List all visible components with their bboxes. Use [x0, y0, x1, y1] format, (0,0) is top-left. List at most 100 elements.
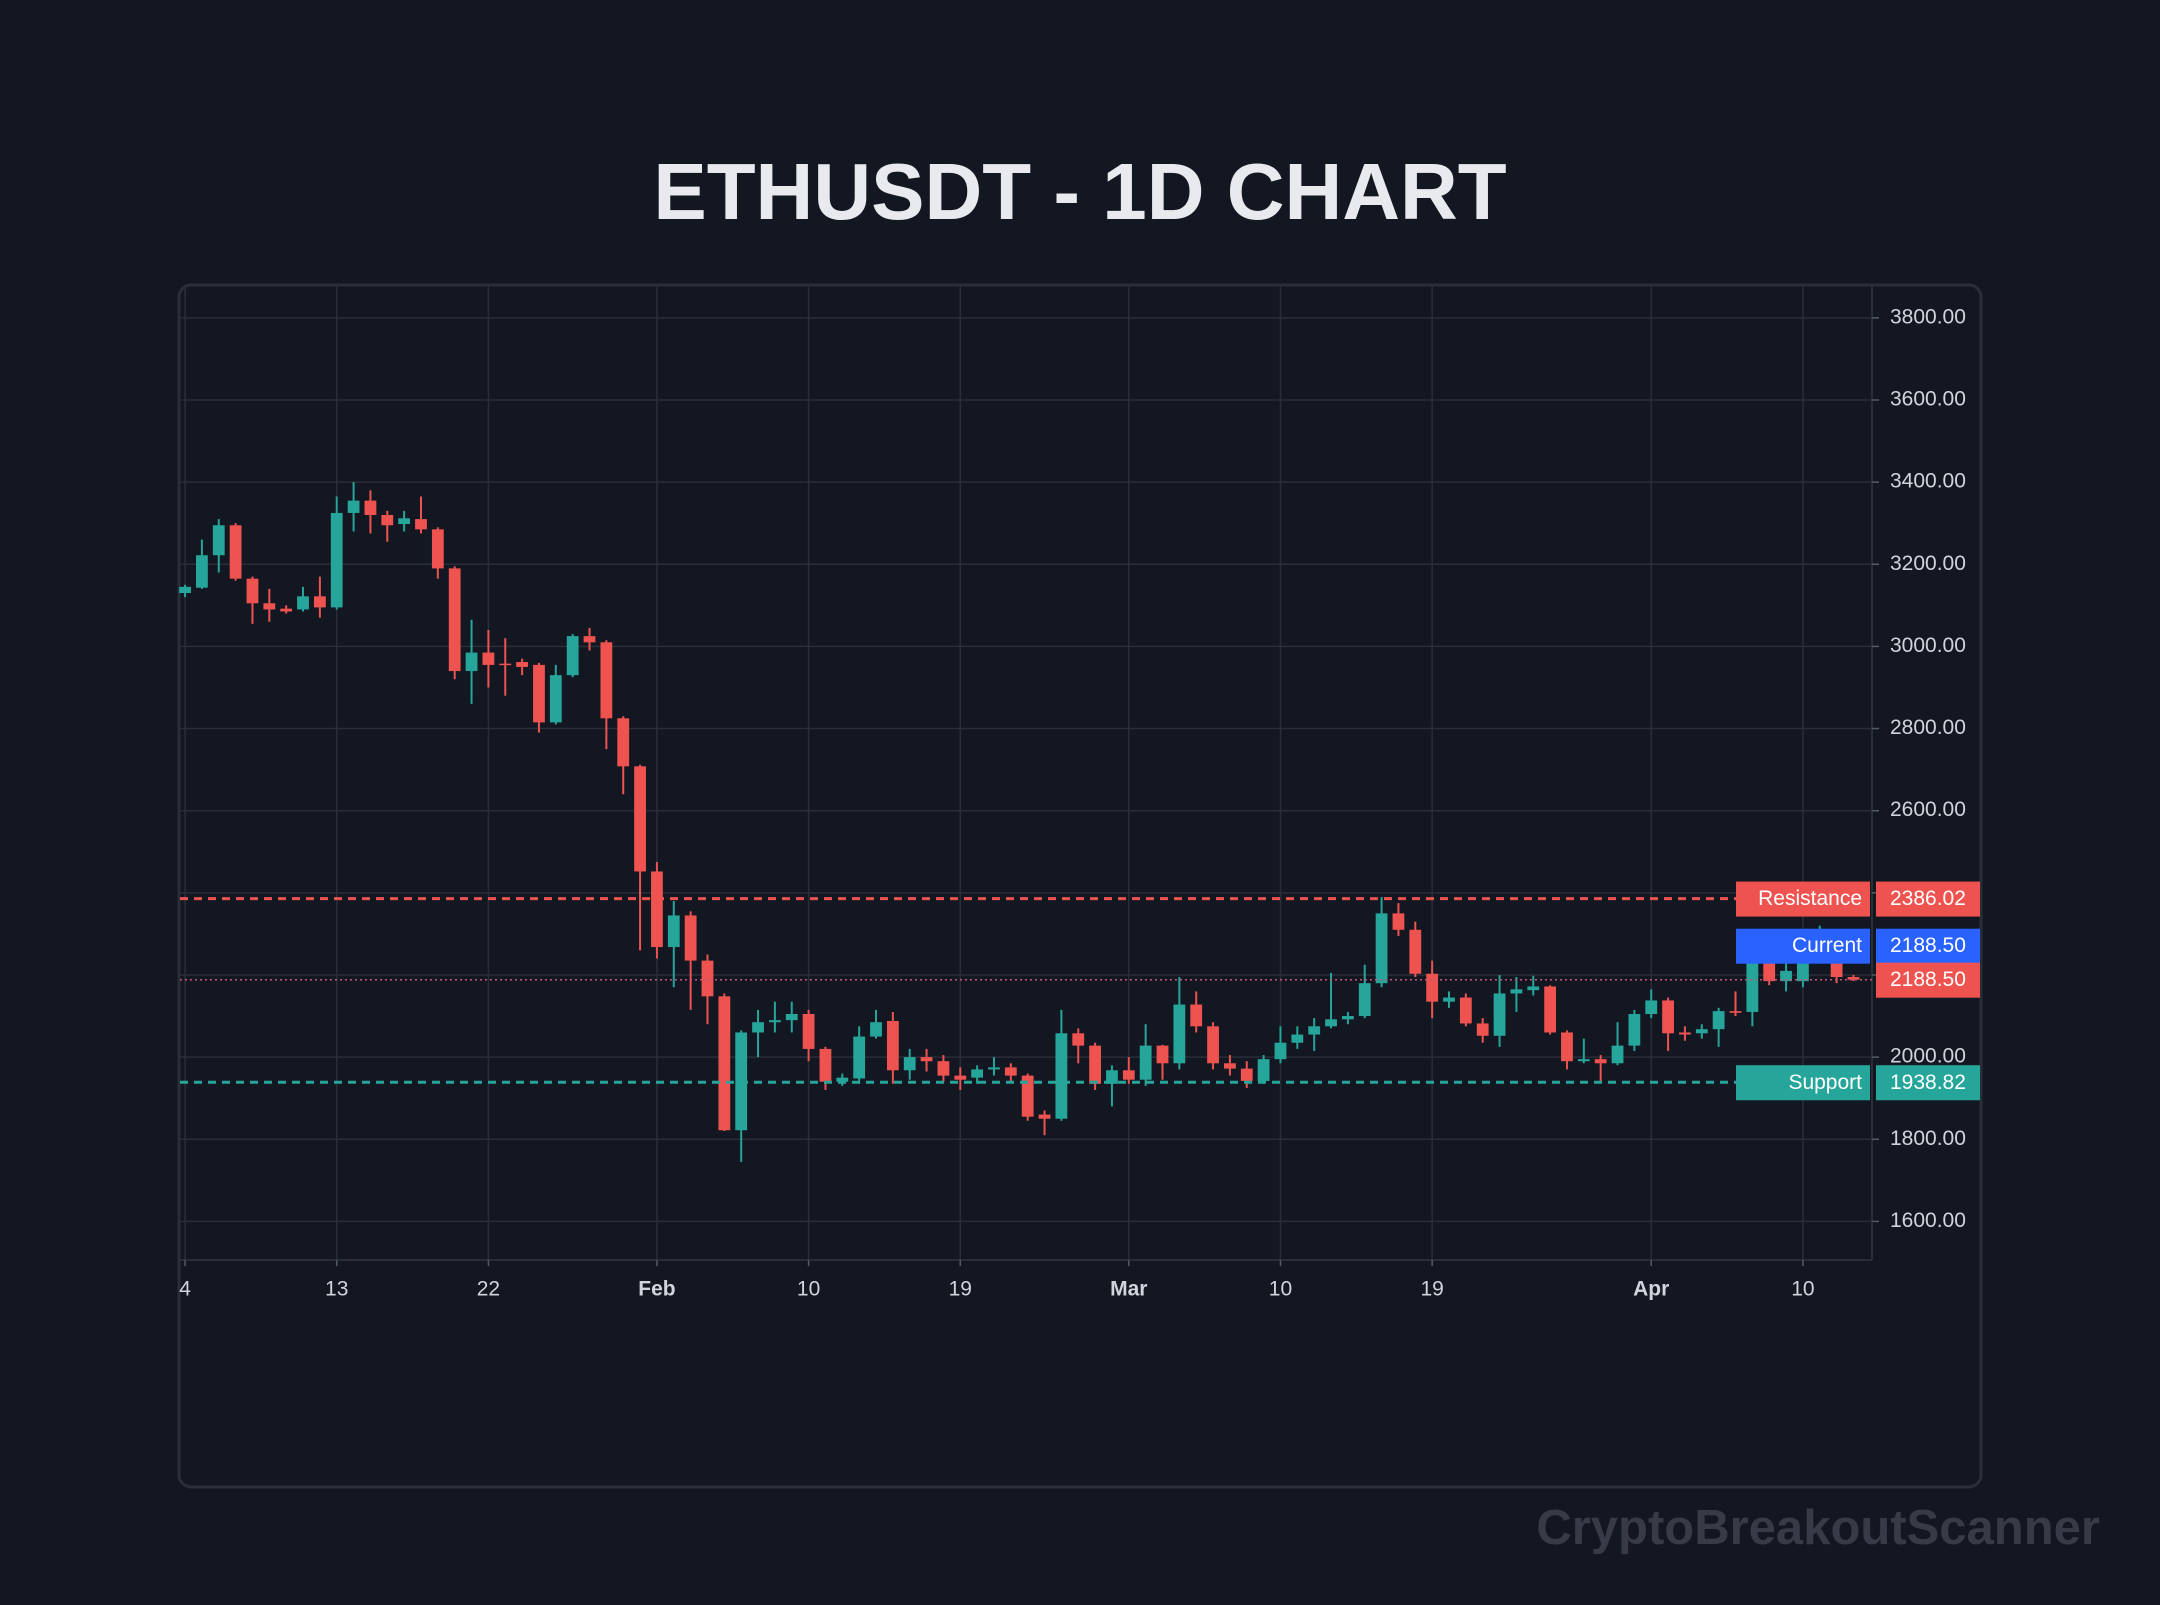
watermark: CryptoBreakoutScanner	[1536, 1501, 2100, 1555]
candle-body	[482, 652, 495, 665]
candle-body	[1729, 1011, 1742, 1013]
candle-body	[684, 915, 697, 961]
candle-body	[617, 718, 630, 767]
candle-body	[516, 662, 529, 667]
x-tick-label: 22	[477, 1278, 500, 1301]
level-name: Support	[1788, 1071, 1862, 1094]
candle-body	[1847, 977, 1860, 980]
candle-body	[1240, 1068, 1253, 1081]
level-value-box	[1876, 928, 1980, 964]
candle-body	[1746, 960, 1759, 1012]
candle-body	[1106, 1070, 1118, 1084]
candle-body	[398, 518, 411, 525]
candle-body	[1594, 1059, 1607, 1064]
y-tick-label: 3400.00	[1890, 470, 1966, 493]
level-value: 1938.82	[1890, 1071, 1966, 1094]
candle-body	[785, 1013, 798, 1021]
candle-body	[1510, 989, 1523, 994]
candle-body	[1224, 1063, 1236, 1069]
level-value-box	[1876, 881, 1980, 917]
candle-body	[347, 500, 360, 513]
candle-body	[1493, 993, 1506, 1036]
candle-body	[381, 514, 394, 526]
last-price-label: 2188.50	[1890, 968, 1966, 991]
candle-body	[886, 1020, 899, 1071]
candle-body	[836, 1077, 849, 1082]
candle-body	[1072, 1033, 1085, 1046]
y-tick-label: 2000.00	[1890, 1045, 1966, 1068]
candle-body	[1021, 1075, 1034, 1117]
candle-body	[954, 1075, 967, 1080]
y-tick-label: 3000.00	[1890, 634, 1966, 657]
candle-body	[1173, 1004, 1186, 1064]
chart-title: ETHUSDT - 1D CHART	[653, 147, 1506, 236]
candle-body	[1561, 1032, 1573, 1062]
candle-body	[819, 1048, 832, 1082]
candle-body	[1662, 1000, 1674, 1034]
candle-body	[1628, 1013, 1641, 1046]
y-tick-label: 3800.00	[1890, 305, 1966, 328]
candle-body	[667, 915, 680, 948]
candle-body	[263, 603, 276, 610]
level-value-box	[1876, 1065, 1980, 1101]
candle-body	[1645, 1000, 1658, 1014]
candle-body	[246, 578, 259, 604]
candle-body	[1375, 913, 1388, 984]
candle-body	[1476, 1023, 1489, 1036]
x-tick-label: 19	[949, 1278, 972, 1301]
level-name-box	[1736, 881, 1870, 917]
candle-body	[988, 1067, 1000, 1070]
candle-body	[1325, 1019, 1337, 1027]
candle-body	[1257, 1059, 1270, 1081]
candle-body	[431, 529, 444, 569]
x-tick-label: Mar	[1110, 1278, 1147, 1301]
candle-body	[1341, 1016, 1354, 1020]
candle-body	[903, 1057, 916, 1071]
candle-body	[1426, 973, 1439, 1002]
candle-body	[1443, 997, 1455, 1002]
candle-body	[297, 596, 309, 610]
candle-body	[651, 871, 663, 948]
x-tick-label: Apr	[1633, 1278, 1669, 1301]
candle-body	[196, 555, 208, 588]
y-tick-label: 1600.00	[1890, 1209, 1966, 1232]
candle-body	[802, 1013, 815, 1049]
candle-body	[415, 519, 427, 530]
candle-body	[179, 586, 191, 594]
candle-body	[853, 1036, 866, 1079]
candle-body	[1291, 1034, 1304, 1043]
candle-body	[718, 996, 731, 1131]
candle-body	[1797, 950, 1809, 982]
candle-body	[1527, 986, 1540, 991]
candle-body	[1358, 983, 1371, 1017]
level-value: 2386.02	[1890, 887, 1966, 910]
candle-body	[364, 500, 377, 515]
candle-body	[1190, 1004, 1203, 1027]
candle-body	[1055, 1033, 1068, 1119]
x-tick-label: 10	[1269, 1278, 1292, 1301]
x-tick-label: 13	[325, 1278, 348, 1301]
candle-body	[1122, 1070, 1135, 1080]
candle-body	[768, 1020, 781, 1023]
candle-body	[583, 636, 596, 643]
candle-body	[1409, 929, 1422, 974]
candle-body	[1089, 1045, 1101, 1084]
y-tick-label: 2800.00	[1890, 716, 1966, 739]
level-name: Resistance	[1758, 887, 1862, 910]
level-value: 2188.50	[1890, 934, 1966, 957]
candle-body	[229, 525, 242, 579]
candle-body	[1392, 913, 1405, 930]
candle-body	[600, 642, 613, 719]
candle-body	[1038, 1114, 1051, 1119]
candle-body	[448, 568, 461, 672]
candle-body	[1544, 986, 1557, 1033]
candle-body	[212, 525, 225, 556]
candle-body	[330, 512, 343, 608]
candle-body	[870, 1022, 882, 1037]
candle-body	[1156, 1045, 1169, 1064]
candle-body	[701, 960, 714, 997]
candle-body	[549, 675, 562, 723]
candle-body	[1611, 1045, 1624, 1064]
candle-body	[1577, 1059, 1590, 1062]
